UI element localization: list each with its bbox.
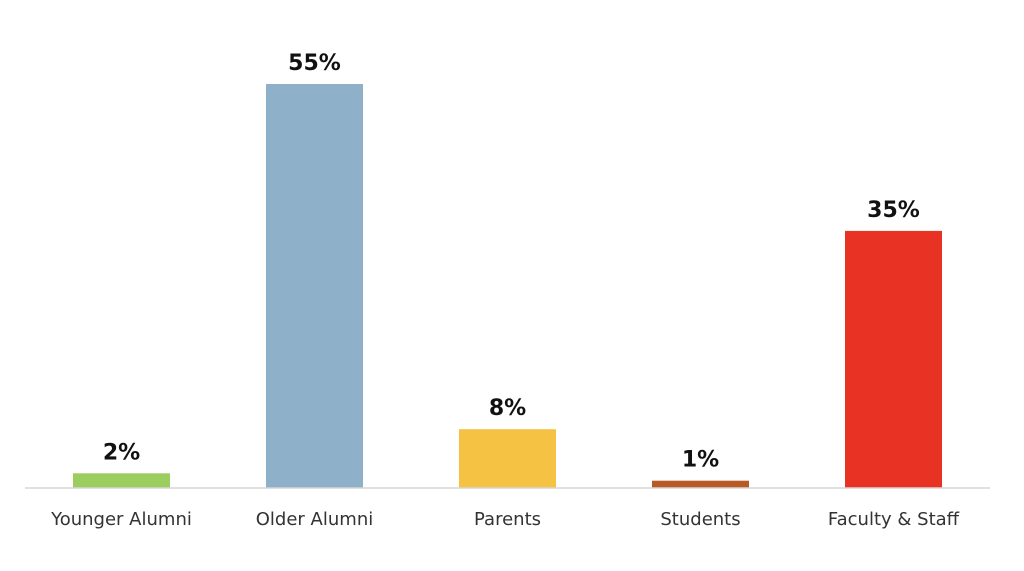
- bars-group: [73, 84, 942, 488]
- value-label: 8%: [489, 396, 526, 421]
- value-label: 55%: [288, 51, 341, 76]
- category-label: Younger Alumni: [50, 509, 192, 530]
- category-label: Older Alumni: [256, 509, 373, 530]
- bar-parents: [459, 429, 556, 488]
- category-label: Students: [660, 509, 740, 530]
- category-labels-group: Younger Alumni Older Alumni Parents Student…: [50, 509, 960, 530]
- bar-younger-alumni: [73, 473, 170, 488]
- bar-older-alumni: [266, 84, 363, 488]
- value-label: 35%: [867, 198, 920, 223]
- value-labels-group: 2% 55% 8% 1% 35%: [103, 51, 920, 473]
- category-label: Parents: [474, 509, 541, 530]
- bar-faculty-staff: [845, 230, 942, 488]
- value-label: 2%: [103, 440, 140, 465]
- bar-students: [652, 480, 749, 488]
- value-label: 1%: [682, 448, 719, 473]
- category-label: Faculty & Staff: [828, 509, 960, 530]
